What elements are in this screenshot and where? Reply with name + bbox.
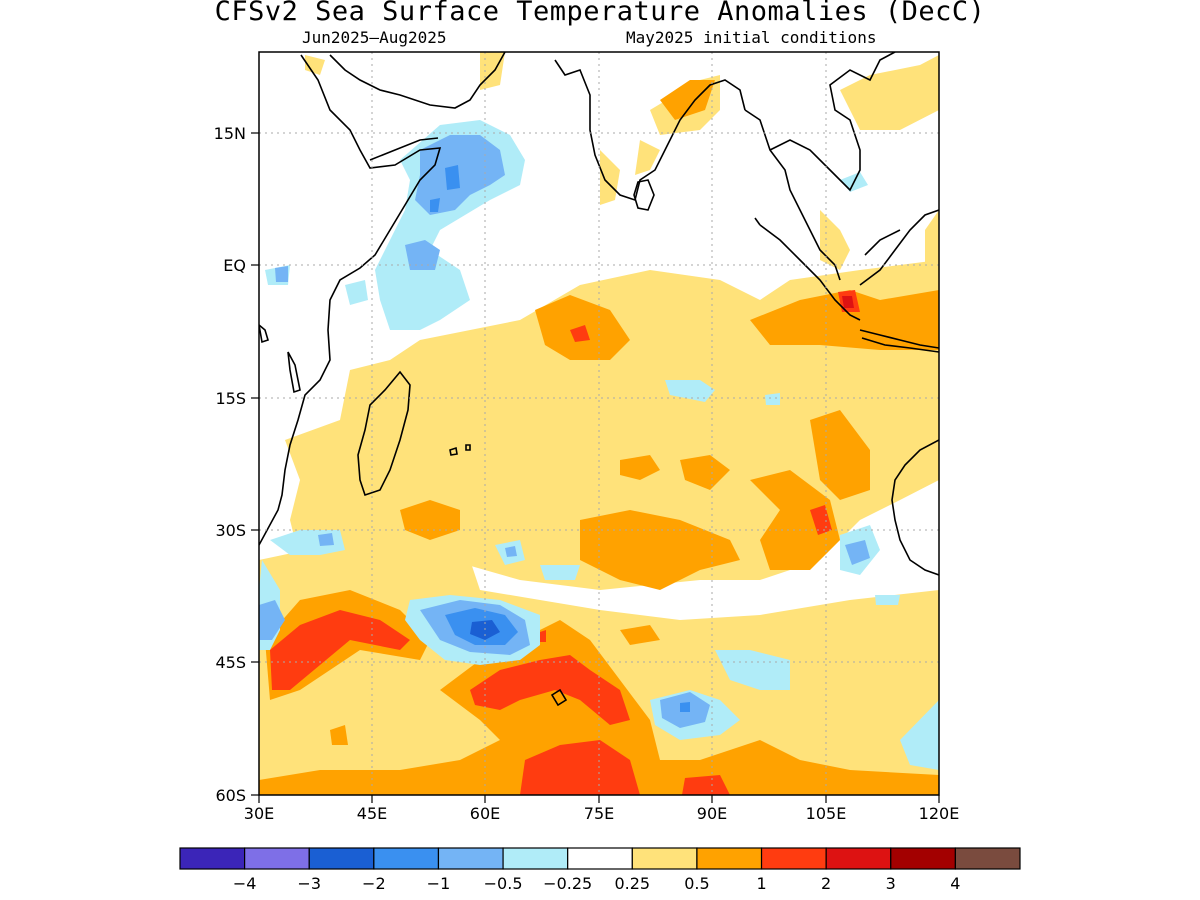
colorbar-label: −1 — [427, 874, 451, 893]
lon-label: 105E — [806, 804, 847, 823]
lat-label: 30S — [215, 521, 246, 540]
lat-label: 15S — [215, 389, 246, 408]
colorbar-label: 1 — [756, 874, 766, 893]
anomaly-1-to-2 — [270, 290, 860, 795]
lon-label: 120E — [919, 804, 960, 823]
colorbar-swatch — [954, 847, 1021, 870]
lon-label: 75E — [584, 804, 614, 823]
lat-label: 45S — [215, 653, 246, 672]
colorbar-swatch — [696, 847, 763, 870]
longitude-labels: 30E 45E 60E 75E 90E 105E 120E — [244, 804, 960, 823]
colorbar: −4 −3 −2 −1 −0.5 −0.25 0.25 0.5 1 2 3 4 — [179, 847, 1021, 893]
lon-label: 45E — [357, 804, 387, 823]
colorbar-swatch — [373, 847, 440, 870]
coastlines — [259, 52, 939, 707]
colorbar-label: 4 — [950, 874, 960, 893]
colorbar-swatch — [179, 847, 246, 870]
colorbar-label: −2 — [362, 874, 386, 893]
initial-conditions: May2025 initial conditions — [626, 28, 877, 47]
colorbar-swatch — [244, 847, 310, 870]
lat-label: EQ — [223, 256, 246, 275]
axis-ticks — [251, 132, 940, 803]
graticule — [259, 52, 939, 795]
lon-label: 60E — [470, 804, 500, 823]
colorbar-swatch — [760, 847, 827, 870]
colorbar-label: −0.5 — [484, 874, 523, 893]
colorbar-label: 0.5 — [684, 874, 709, 893]
forecast-period: Jun2025–Aug2025 — [302, 28, 447, 47]
map-title: CFSv2 Sea Surface Temperature Anomalies … — [214, 0, 986, 27]
colorbar-swatch — [631, 847, 698, 870]
colorbar-swatch — [567, 847, 633, 870]
anomaly-2-to-3 — [842, 296, 854, 308]
colorbar-label: −0.25 — [543, 874, 592, 893]
colorbar-swatch — [502, 847, 569, 870]
colorbar-swatch — [437, 847, 504, 870]
colorbar-swatch — [890, 847, 956, 870]
lat-label: 15N — [214, 124, 246, 143]
lon-label: 30E — [244, 804, 274, 823]
colorbar-label: −4 — [233, 874, 257, 893]
colorbar-label: 2 — [821, 874, 831, 893]
colorbar-label: 0.25 — [614, 874, 650, 893]
lon-label: 90E — [697, 804, 727, 823]
lat-label: 60S — [215, 786, 246, 805]
colorbar-label: 3 — [886, 874, 896, 893]
colorbar-label: −3 — [297, 874, 321, 893]
colorbar-swatch — [308, 847, 375, 870]
latitude-labels: 15N EQ 15S 30S 45S 60S — [214, 124, 246, 805]
colorbar-swatch — [825, 847, 892, 870]
